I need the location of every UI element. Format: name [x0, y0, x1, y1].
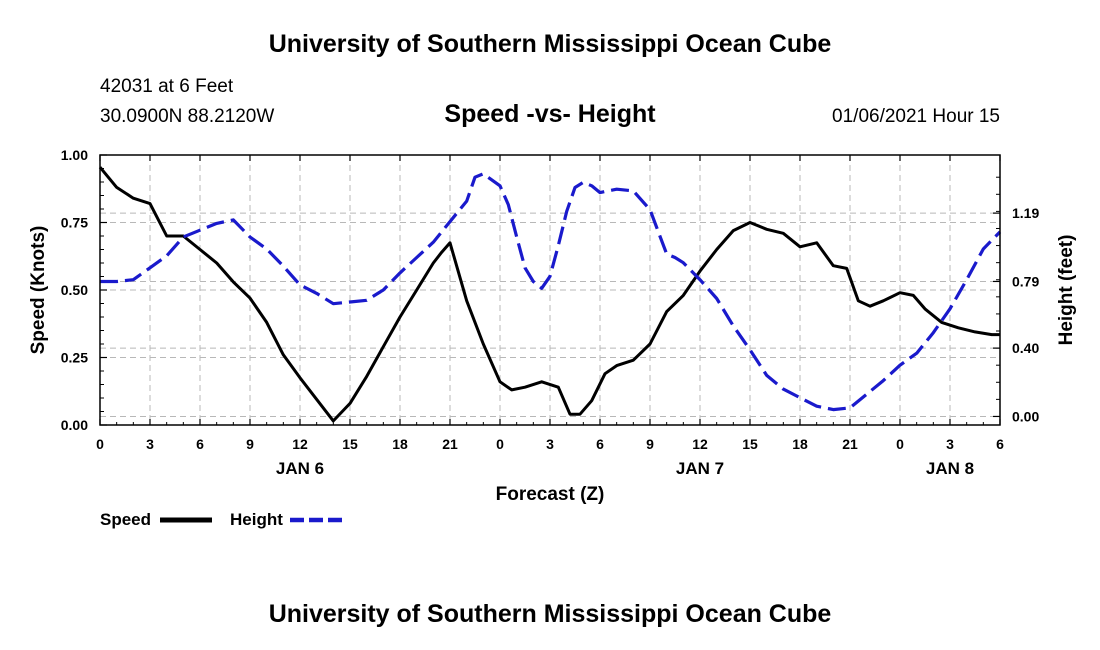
y-tick-label-left: 1.00	[61, 147, 88, 163]
forecast-datetime: 01/06/2021 Hour 15	[832, 106, 1000, 127]
x-tick-label: 6	[996, 436, 1004, 452]
legend: Speed Height	[100, 510, 342, 529]
x-tick-label: 6	[196, 436, 204, 452]
station-label: 42031 at 6 Feet	[100, 76, 234, 97]
x-tick-label: 12	[692, 436, 708, 452]
y-tick-label-left: 0.50	[61, 282, 88, 298]
page-title: University of Southern Mississippi Ocean…	[268, 30, 832, 58]
x-tick-label: 3	[146, 436, 154, 452]
legend-label-height: Height	[230, 510, 283, 529]
x-axis-title: Forecast (Z)	[496, 484, 605, 505]
chart-series	[98, 166, 1002, 423]
series-line-height	[100, 172, 1002, 412]
x-tick-label: 3	[946, 436, 954, 452]
chart-axes: 0 3 6 9 12 15 18 21 0 3 6 9 12 15 18 21 0 3 6 JAN 6 JAN 7 JAN…	[61, 147, 1040, 478]
day-label: JAN 8	[926, 459, 974, 478]
y-tick-label-left: 0.00	[61, 417, 88, 433]
coordinates-label: 30.0900N 88.2120W	[100, 106, 275, 127]
x-tick-label: 0	[96, 436, 104, 452]
legend-label-speed: Speed	[100, 510, 151, 529]
x-tick-label: 21	[442, 436, 458, 452]
x-tick-label: 0	[496, 436, 504, 452]
y-axis-title-right: Height (feet)	[1056, 235, 1077, 346]
x-tick-label: 9	[246, 436, 254, 452]
y-tick-label-right: 0.00	[1012, 408, 1039, 424]
x-tick-label: 18	[392, 436, 408, 452]
x-tick-label: 12	[292, 436, 308, 452]
chart-grid	[100, 155, 1000, 425]
series-line-speed	[98, 166, 1000, 423]
x-tick-label: 0	[896, 436, 904, 452]
y-tick-label-right: 0.79	[1012, 273, 1039, 289]
x-tick-label: 9	[646, 436, 654, 452]
x-tick-label: 3	[546, 436, 554, 452]
y-tick-label-right: 1.19	[1012, 205, 1039, 221]
footer-title: University of Southern Mississippi Ocean…	[268, 600, 832, 628]
x-tick-label: 15	[342, 436, 358, 452]
x-tick-label: 6	[596, 436, 604, 452]
y-tick-label-left: 0.25	[61, 350, 88, 366]
day-label: JAN 7	[676, 459, 724, 478]
x-tick-label: 21	[842, 436, 858, 452]
day-label: JAN 6	[276, 459, 324, 478]
chart-title: Speed -vs- Height	[444, 100, 656, 128]
x-tick-label: 15	[742, 436, 758, 452]
y-tick-label-right: 0.40	[1012, 340, 1039, 356]
x-tick-label: 18	[792, 436, 808, 452]
y-tick-label-left: 0.75	[61, 215, 88, 231]
y-axis-title-left: Speed (Knots)	[28, 226, 49, 355]
